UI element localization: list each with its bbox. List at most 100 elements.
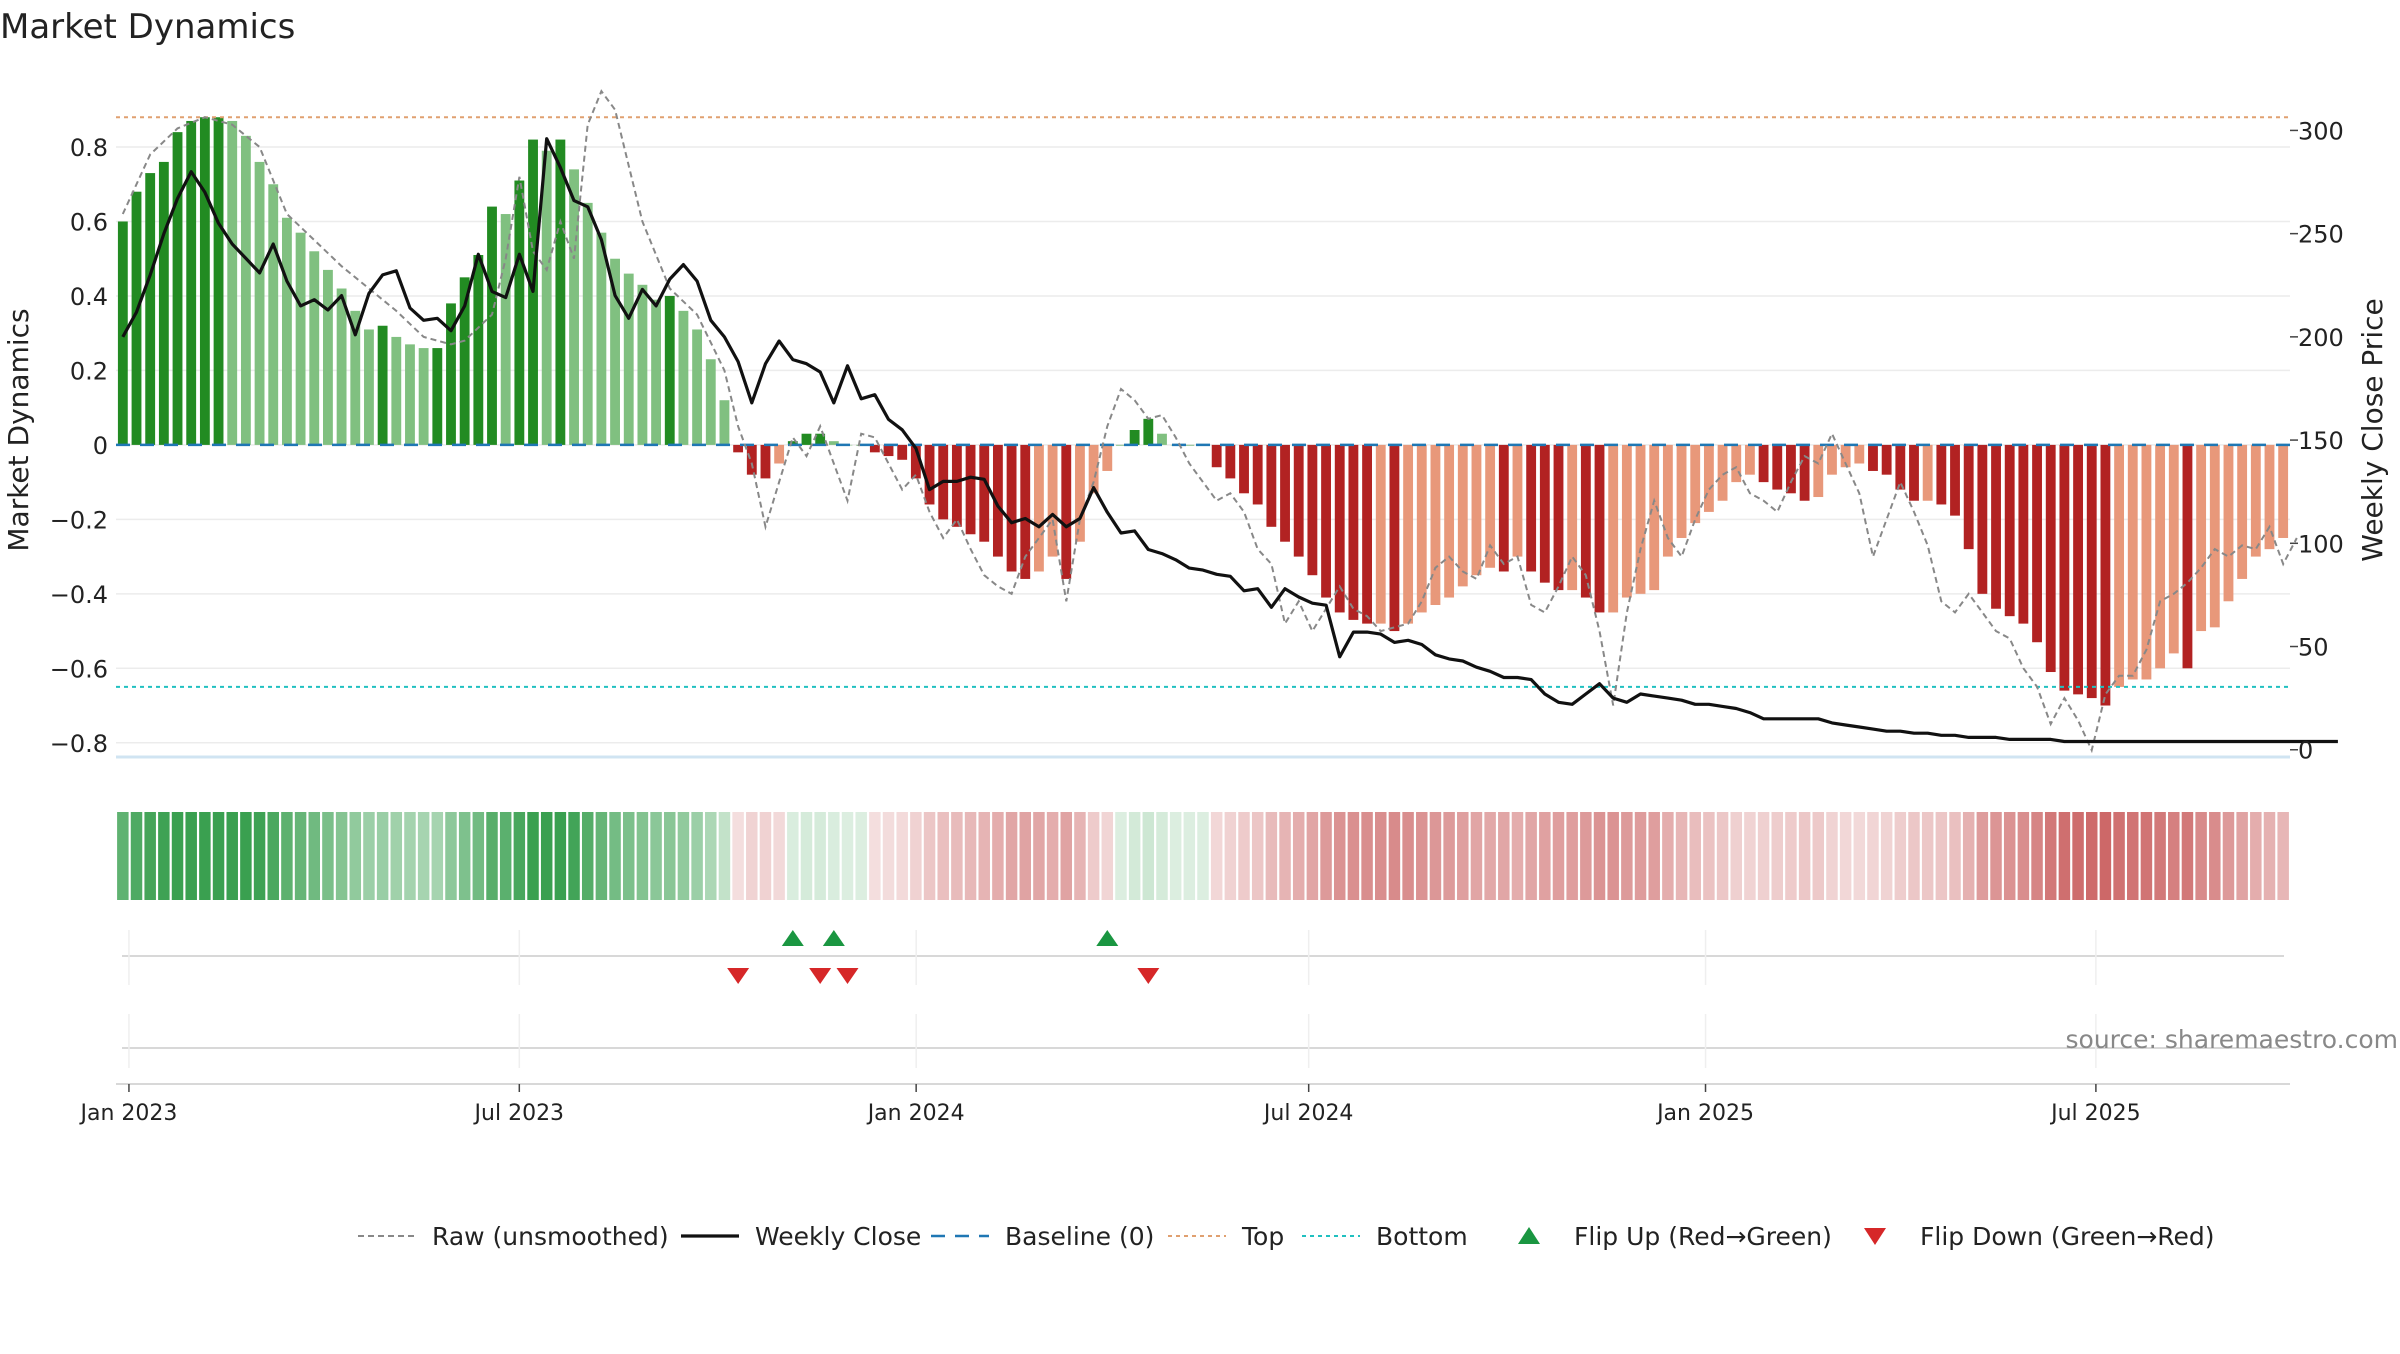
x-tick-label: Jan 2024 (866, 1101, 965, 1126)
flip-down-marker (809, 968, 832, 984)
flip-down-marker (727, 968, 750, 984)
left-axis-label: Market Dynamics (2, 308, 35, 551)
dynamics-bar (1881, 444, 1892, 475)
dynamics-bar (541, 150, 552, 445)
right-tick-label: 50 (2298, 634, 2329, 662)
strip-cell (609, 812, 621, 900)
dynamics-bar (787, 441, 798, 445)
dynamics-bar (2045, 444, 2056, 673)
strip-cell (1511, 812, 1524, 900)
flip-markers-panel (122, 930, 2284, 985)
strip-cell (1292, 812, 1305, 900)
strip-cell (1484, 812, 1496, 900)
strip-cell (1498, 812, 1510, 900)
strip-cell (2017, 812, 2030, 900)
strip-cell (2209, 812, 2221, 900)
strip-cell (1935, 812, 1948, 900)
dynamics-bar (1895, 444, 1906, 490)
dynamics-bar (664, 295, 675, 445)
legend-label: Weekly Close (755, 1222, 921, 1251)
dynamics-bar (1129, 430, 1140, 445)
strip-cell (2140, 812, 2153, 900)
strip-cell (1169, 812, 1182, 900)
dynamics-bar (336, 288, 347, 445)
strip-cell (705, 812, 717, 900)
strip-cell (2085, 812, 2098, 900)
strip-cell (1703, 812, 1715, 900)
strip-cell (2072, 812, 2084, 900)
dynamics-bar (733, 444, 744, 453)
dynamics-bar (596, 232, 607, 445)
x-tick-label: Jul 2025 (2049, 1101, 2141, 1126)
dynamics-bar (350, 310, 361, 445)
regime-heat-strip (117, 812, 2289, 900)
legend-label: Top (1241, 1222, 1284, 1251)
strip-cell (1210, 812, 1223, 900)
strip-cell (595, 812, 608, 900)
left-tick-label: −0.2 (50, 506, 108, 534)
strip-cell (2222, 812, 2235, 900)
dynamics-bar (2223, 444, 2234, 602)
dynamics-bar (1075, 444, 1085, 542)
strip-cell (869, 812, 881, 900)
dynamics-bar (473, 255, 484, 445)
flip-up-marker (822, 930, 845, 946)
strip-cell (1333, 812, 1346, 900)
dynamics-bar (2073, 444, 2083, 695)
dynamics-bar (1772, 444, 1783, 490)
strip-cell (2127, 812, 2139, 900)
lower-panel (116, 1014, 2290, 1085)
dynamics-bar (965, 444, 976, 535)
dynamics-bar (1403, 444, 1414, 624)
dynamics-bar (1717, 444, 1728, 501)
left-tick-label: 0.8 (70, 134, 108, 162)
dynamics-bar (569, 169, 579, 445)
strip-cell (951, 812, 963, 900)
strip-cell (1949, 812, 1961, 900)
dynamics-bar (2182, 444, 2193, 669)
dynamics-bar (1950, 444, 1960, 516)
strip-cell (1525, 812, 1537, 900)
dynamics-bar (651, 299, 662, 445)
dynamics-bar (131, 191, 142, 445)
left-axis: 0.8 0.6 0.4 0.2 0 −0.2 −0.4 −0.6 −0.8 (50, 134, 108, 758)
x-tick-label: Jul 2024 (1262, 1101, 1354, 1126)
strip-cell (267, 812, 279, 900)
strip-cell (855, 812, 867, 900)
strip-cell (1634, 812, 1647, 900)
dynamics-bar (2209, 444, 2220, 628)
strip-cell (1730, 812, 1742, 900)
right-tick-label: 150 (2298, 427, 2344, 455)
dynamics-bar (719, 400, 730, 445)
strip-cell (404, 812, 416, 900)
strip-cell (1197, 812, 1209, 900)
dynamics-bar (2237, 444, 2248, 579)
right-tick-label: 300 (2298, 117, 2344, 145)
strip-cell (499, 812, 512, 900)
dynamics-bar (610, 258, 620, 445)
strip-cell (308, 812, 321, 900)
strip-cell (2031, 812, 2043, 900)
strip-cell (1621, 812, 1633, 900)
strip-cell (746, 812, 758, 900)
strip-cell (1716, 812, 1729, 900)
dynamics-bar (623, 273, 634, 445)
strip-cell (1238, 812, 1250, 900)
strip-cell (431, 812, 444, 900)
strip-cell (1224, 812, 1237, 900)
legend-label: Flip Up (Red→Green) (1574, 1222, 1832, 1251)
dynamics-bar (883, 444, 894, 457)
strip-cell (527, 812, 539, 900)
left-tick-label: −0.4 (50, 581, 108, 609)
dynamics-bar (1799, 444, 1810, 501)
dynamics-bar (582, 202, 593, 445)
strip-cell (1757, 812, 1770, 900)
strip-cell (664, 812, 676, 900)
strip-cell (732, 812, 744, 900)
dynamics-bar (746, 444, 757, 475)
dynamics-bar (1703, 444, 1714, 512)
dynamics-bar (2114, 444, 2125, 687)
dynamics-bar (117, 221, 128, 445)
dynamics-bar (1649, 444, 1660, 591)
dynamics-bar (1553, 444, 1564, 591)
